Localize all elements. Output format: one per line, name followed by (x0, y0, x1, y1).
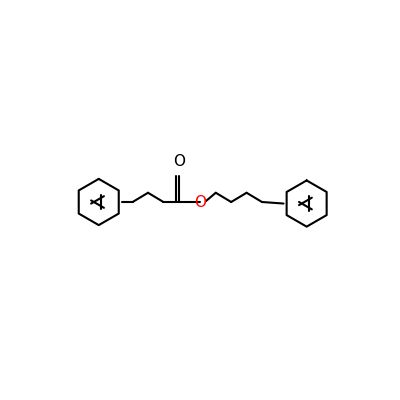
Text: O: O (173, 154, 185, 169)
Text: O: O (194, 195, 206, 210)
